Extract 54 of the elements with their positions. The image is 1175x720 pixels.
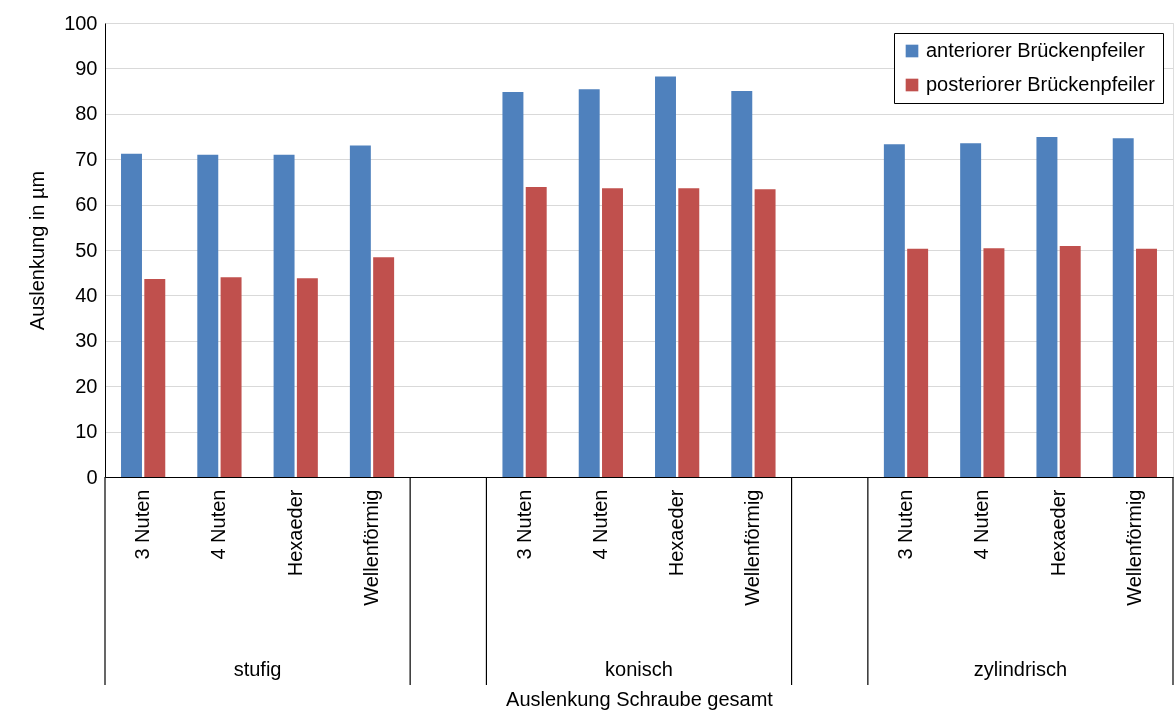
bar: [144, 279, 166, 477]
bar: [655, 76, 676, 477]
x-tick-label: 3 Nuten: [894, 489, 916, 560]
bar: [502, 92, 524, 477]
x-tick-label: Wellenförmig: [1122, 489, 1145, 606]
y-tick-label: 70: [75, 147, 98, 170]
bar: [197, 154, 219, 477]
x-tick-label: Wellenförmig: [360, 489, 382, 606]
bar: [525, 186, 547, 477]
x-tick-label: Wellenförmig: [741, 489, 764, 606]
bar: [296, 278, 318, 477]
bar: [1112, 138, 1134, 477]
text: stufig: [233, 658, 282, 680]
bar: [1136, 248, 1157, 477]
text: zylindrisch: [973, 658, 1068, 680]
y-tick-label: 40: [75, 283, 98, 306]
x-tick-label: 4 Nuten: [207, 489, 230, 560]
y-tick-label: 60: [75, 193, 98, 216]
y-tick-label: 30: [75, 329, 98, 352]
y-tick-label: 20: [75, 374, 98, 397]
y-tick-label: 90: [75, 56, 98, 79]
bar: [678, 188, 700, 477]
x-tick-label: Hexaeder: [283, 489, 306, 577]
bar: [273, 154, 295, 477]
bar: [883, 144, 905, 477]
bar: [754, 189, 776, 477]
bar: [960, 143, 982, 477]
y-tick-label: 0: [86, 465, 98, 488]
y-tick-label: 100: [64, 11, 98, 34]
bar: [220, 277, 242, 477]
x-tick-label: 4 Nuten: [970, 489, 993, 560]
bar: [907, 248, 929, 477]
bar: [121, 153, 142, 477]
y-tick-label: 50: [75, 238, 98, 261]
x-tick-label: 3 Nuten: [512, 489, 535, 560]
x-tick-label: Hexaeder: [665, 489, 688, 577]
bar: [731, 91, 753, 477]
x-tick-label: 4 Nuten: [588, 489, 611, 560]
bar: [602, 188, 623, 477]
bar: [983, 248, 1005, 477]
y-tick-label: 80: [75, 102, 98, 125]
x-tick-label: 3 Nuten: [131, 489, 154, 560]
bar: [349, 145, 371, 477]
legend-label: posteriorer Brückenpfeiler: [926, 73, 1156, 95]
y-tick-label: 10: [75, 420, 98, 443]
bar: [578, 89, 600, 477]
text: konisch: [605, 658, 673, 680]
y-axis-title: Auslenkung in µm: [26, 170, 49, 331]
x-axis-title: Auslenkung Schraube gesamt: [506, 687, 774, 710]
bar: [1036, 136, 1058, 477]
legend-label: anteriorer Brückenpfeiler: [926, 39, 1146, 61]
bar: [1059, 245, 1081, 477]
x-tick-label: Hexaeder: [1046, 489, 1069, 577]
bar: [373, 257, 395, 477]
